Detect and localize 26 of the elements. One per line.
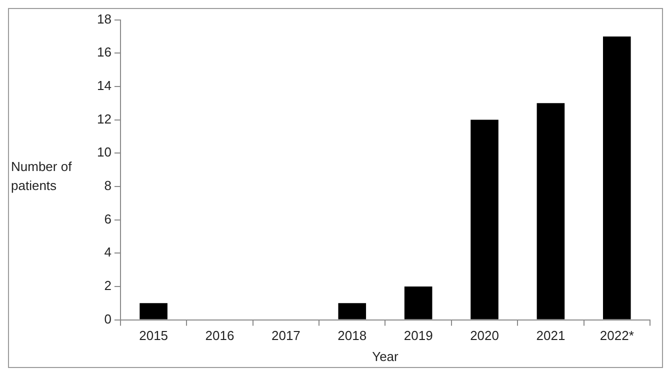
- x-tick-label: 2020: [470, 328, 499, 344]
- x-axis-title: Year: [372, 348, 400, 364]
- y-tick-label: 18: [96, 11, 112, 26]
- bar: [338, 303, 366, 320]
- bar: [603, 36, 631, 320]
- y-tick-label: 10: [96, 144, 112, 160]
- bar: [140, 303, 168, 320]
- x-tick-label: 2021: [536, 328, 566, 344]
- x-tick-label: 2022*: [600, 328, 634, 344]
- x-tick-label: 2018: [338, 328, 367, 344]
- x-tick-label: 2017: [271, 328, 300, 344]
- x-tick-label: 2015: [139, 328, 168, 344]
- y-tick-label: 4: [104, 244, 112, 260]
- y-tick-label: 16: [96, 44, 112, 60]
- x-tick-label: 2016: [205, 328, 234, 344]
- y-axis-title: Number of patients: [11, 158, 73, 195]
- bar: [404, 286, 432, 320]
- y-tick-label: 0: [104, 311, 112, 326]
- y-tick-label: 12: [96, 111, 112, 126]
- y-tick-label: 2: [104, 278, 112, 294]
- y-tick-label: 6: [104, 211, 112, 226]
- bar: [536, 103, 565, 320]
- x-tick-label: 2019: [404, 328, 433, 344]
- bar: [470, 120, 498, 320]
- y-tick-label: 8: [104, 178, 112, 194]
- y-tick-label: 14: [96, 78, 112, 94]
